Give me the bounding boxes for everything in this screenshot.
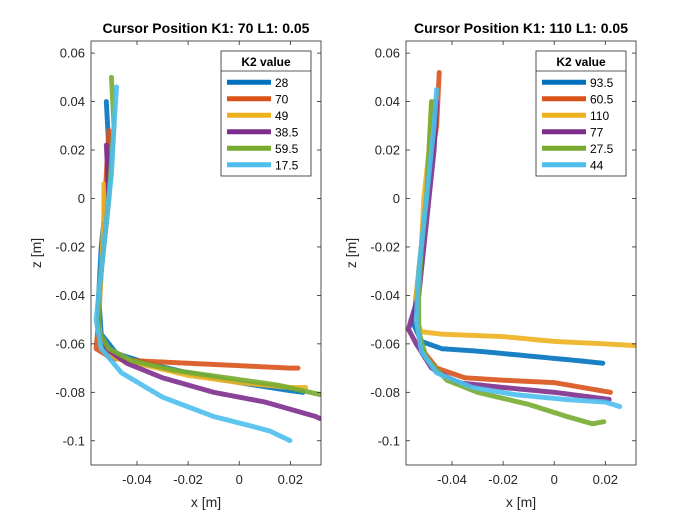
x-tick-label: -0.02: [173, 472, 203, 487]
x-tick-label: 0.02: [278, 472, 303, 487]
legend-label-28: 28: [275, 76, 289, 90]
legend: K2 value 93.5 60.5 110 77 27.5 44: [535, 50, 627, 177]
legend: K2 value 28 70 49 38.5 59.5 17.5: [220, 50, 312, 177]
y-tick-label: 0.04: [375, 94, 400, 109]
x-tick-label: 0.02: [593, 472, 618, 487]
y-axis-label: z [m]: [28, 238, 44, 268]
y-tick-label: 0: [393, 191, 400, 206]
legend-label-59.5: 59.5: [275, 142, 299, 156]
legend-label-27.5: 27.5: [590, 142, 614, 156]
axes-box: [405, 40, 637, 466]
y-tick-label: 0.06: [375, 46, 400, 61]
y-tick-label: -0.02: [370, 239, 400, 254]
y-tick-label: -0.06: [370, 336, 400, 351]
series-line-44: [413, 86, 624, 410]
axes-box: [90, 40, 322, 466]
x-axis-label: x [m]: [506, 494, 536, 510]
legend-label-49: 49: [275, 109, 289, 123]
y-tick-label: 0.06: [60, 46, 85, 61]
y-axis-label: z [m]: [343, 238, 359, 268]
x-tick-label: 0: [551, 472, 558, 487]
y-tick-label: -0.04: [370, 288, 400, 303]
y-tick-label: -0.02: [55, 239, 85, 254]
legend-label-38.5: 38.5: [275, 125, 299, 139]
series-line-77: [406, 99, 613, 403]
x-tick-label: 0: [236, 472, 243, 487]
chart-panel-2: -0.04 -0.02 0 0.02 -0.1 -0.08 -0.06 -0.04 -0.02 0…: [343, 20, 637, 510]
legend-label-93.5: 93.5: [590, 76, 614, 90]
legend-title: K2 value: [241, 55, 291, 69]
y-tick-label: -0.04: [55, 288, 85, 303]
y-tick-label: -0.08: [55, 385, 85, 400]
legend-label-44: 44: [590, 158, 604, 172]
series-group: [93, 74, 321, 444]
legend-label-17.5: 17.5: [275, 158, 299, 172]
x-tick-label: -0.02: [488, 472, 518, 487]
y-tick-label: 0: [78, 191, 85, 206]
legend-label-77: 77: [590, 125, 604, 139]
chart-panel-1: -0.04 -0.02 0 0.02 -0.1 -0.08 -0.06 -0.04 -0.02 0…: [28, 20, 322, 510]
x-tick-label: -0.04: [122, 472, 152, 487]
y-tick-label: -0.1: [63, 433, 85, 448]
y-tick-label: 0.02: [375, 143, 400, 158]
chart-title: Cursor Position K1: 110 L1: 0.05: [414, 20, 628, 36]
y-tick-label: -0.06: [55, 336, 85, 351]
y-tick-label: 0.02: [60, 143, 85, 158]
legend-label-110: 110: [590, 109, 609, 123]
y-tick-label: -0.08: [370, 385, 400, 400]
series-line-17.5: [93, 84, 293, 444]
series-group: [406, 70, 636, 427]
legend-label-70: 70: [275, 92, 289, 106]
x-tick-label: -0.04: [437, 472, 467, 487]
y-tick-label: 0.04: [60, 94, 85, 109]
legend-title: K2 value: [556, 55, 606, 69]
chart-title: Cursor Position K1: 70 L1: 0.05: [103, 20, 310, 36]
y-tick-label: -0.1: [378, 433, 400, 448]
legend-label-60.5: 60.5: [590, 92, 614, 106]
x-axis-label: x [m]: [191, 494, 221, 510]
